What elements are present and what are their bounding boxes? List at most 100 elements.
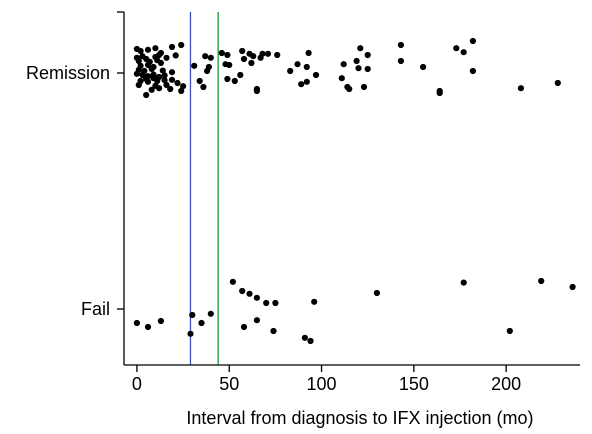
- point-remission-45: [156, 85, 163, 92]
- point-remission-24: [148, 65, 155, 73]
- point-fail-17: [270, 327, 277, 335]
- point-fail-13: [272, 299, 279, 307]
- point-remission-44: [148, 86, 155, 93]
- point-fail-24: [569, 283, 576, 291]
- y-tick-label-remission: Remission: [26, 63, 110, 83]
- point-fail-20: [373, 289, 380, 297]
- point-fail-15: [240, 323, 248, 331]
- point-remission-52: [200, 83, 207, 91]
- point-remission-63: [237, 71, 244, 79]
- point-remission-87: [355, 65, 362, 72]
- point-remission-86: [353, 57, 360, 65]
- point-remission-100: [469, 67, 476, 75]
- y-tick-label-fail: Fail: [81, 299, 110, 319]
- point-remission-7: [178, 41, 185, 49]
- x-tick-label: 200: [491, 374, 521, 394]
- point-remission-39: [168, 76, 176, 83]
- point-remission-92: [397, 41, 404, 49]
- point-remission-79: [303, 78, 310, 85]
- point-remission-57: [218, 49, 225, 57]
- point-remission-94: [420, 63, 427, 71]
- point-remission-98: [460, 49, 467, 56]
- point-fail-3: [157, 317, 164, 325]
- point-remission-102: [554, 79, 561, 87]
- point-remission-25: [159, 67, 166, 74]
- point-fail-8: [229, 278, 236, 285]
- point-remission-20: [144, 61, 152, 69]
- point-fail-12: [263, 299, 270, 307]
- point-remission-6: [168, 43, 176, 51]
- point-remission-85: [346, 85, 353, 93]
- point-fail-16: [253, 317, 260, 324]
- point-remission-84: [338, 75, 345, 82]
- point-remission-51: [196, 77, 203, 85]
- point-remission-99: [469, 37, 476, 45]
- point-remission-28: [139, 71, 146, 79]
- point-remission-77: [298, 81, 305, 88]
- x-ticks: 0 50 100 150 200: [132, 365, 521, 394]
- point-remission-65: [240, 55, 248, 63]
- point-remission-72: [259, 50, 266, 57]
- point-fail-14: [311, 298, 318, 305]
- x-tick-label: 0: [132, 374, 142, 394]
- point-fail-4: [189, 311, 196, 319]
- point-fail-18: [301, 334, 308, 341]
- point-remission-64: [239, 47, 246, 55]
- point-remission-60: [224, 51, 231, 59]
- point-remission-76: [294, 61, 301, 68]
- point-fail-22: [506, 327, 513, 335]
- point-remission-18: [157, 59, 164, 67]
- point-fail-9: [239, 287, 246, 295]
- point-remission-37: [154, 77, 161, 85]
- point-remission-96: [436, 87, 443, 95]
- point-remission-101: [517, 85, 525, 92]
- point-remission-38: [161, 77, 168, 84]
- point-remission-80: [303, 63, 310, 71]
- point-remission-62: [231, 77, 238, 85]
- point-remission-13: [163, 54, 170, 61]
- point-fail-6: [198, 319, 205, 327]
- point-remission-68: [250, 53, 257, 60]
- x-tick-label: 150: [399, 374, 429, 394]
- point-remission-91: [360, 83, 368, 91]
- point-remission-93: [397, 57, 404, 65]
- point-remission-12: [156, 51, 163, 59]
- point-fail-2: [144, 323, 152, 331]
- point-remission-27: [133, 70, 140, 77]
- point-remission-97: [453, 45, 460, 52]
- x-axis-title: Interval from diagnosis to IFX injection…: [186, 408, 533, 428]
- point-remission-43: [180, 83, 187, 90]
- point-remission-2: [137, 47, 144, 55]
- point-remission-56: [207, 54, 214, 61]
- point-remission-46: [167, 85, 174, 93]
- point-remission-73: [264, 50, 272, 57]
- point-remission-75: [287, 67, 294, 75]
- x-tick-label: 100: [307, 374, 337, 394]
- point-remission-50: [191, 62, 198, 69]
- point-remission-89: [364, 51, 371, 59]
- point-fail-5: [187, 330, 194, 337]
- point-remission-47: [178, 87, 185, 95]
- point-remission-78: [305, 49, 312, 57]
- point-remission-14: [172, 52, 179, 59]
- point-remission-3: [144, 46, 152, 53]
- point-remission-40: [174, 79, 181, 87]
- point-fail-21: [460, 279, 467, 286]
- point-remission-55: [202, 53, 209, 60]
- point-remission-32: [161, 72, 168, 79]
- point-remission-82: [340, 61, 347, 68]
- point-fail-11: [253, 294, 260, 301]
- point-fail-19: [307, 337, 314, 345]
- point-remission-15: [135, 57, 142, 65]
- point-remission-4: [152, 45, 159, 52]
- point-fail-1: [133, 319, 140, 327]
- x-tick-label: 50: [219, 374, 239, 394]
- point-remission-81: [312, 71, 320, 79]
- point-remission-48: [135, 81, 142, 89]
- plot-area: [133, 12, 576, 365]
- point-remission-42: [163, 81, 170, 89]
- point-remission-49: [143, 91, 150, 99]
- point-fail-10: [246, 290, 253, 297]
- point-remission-59: [226, 61, 233, 69]
- point-fail-23: [538, 277, 545, 285]
